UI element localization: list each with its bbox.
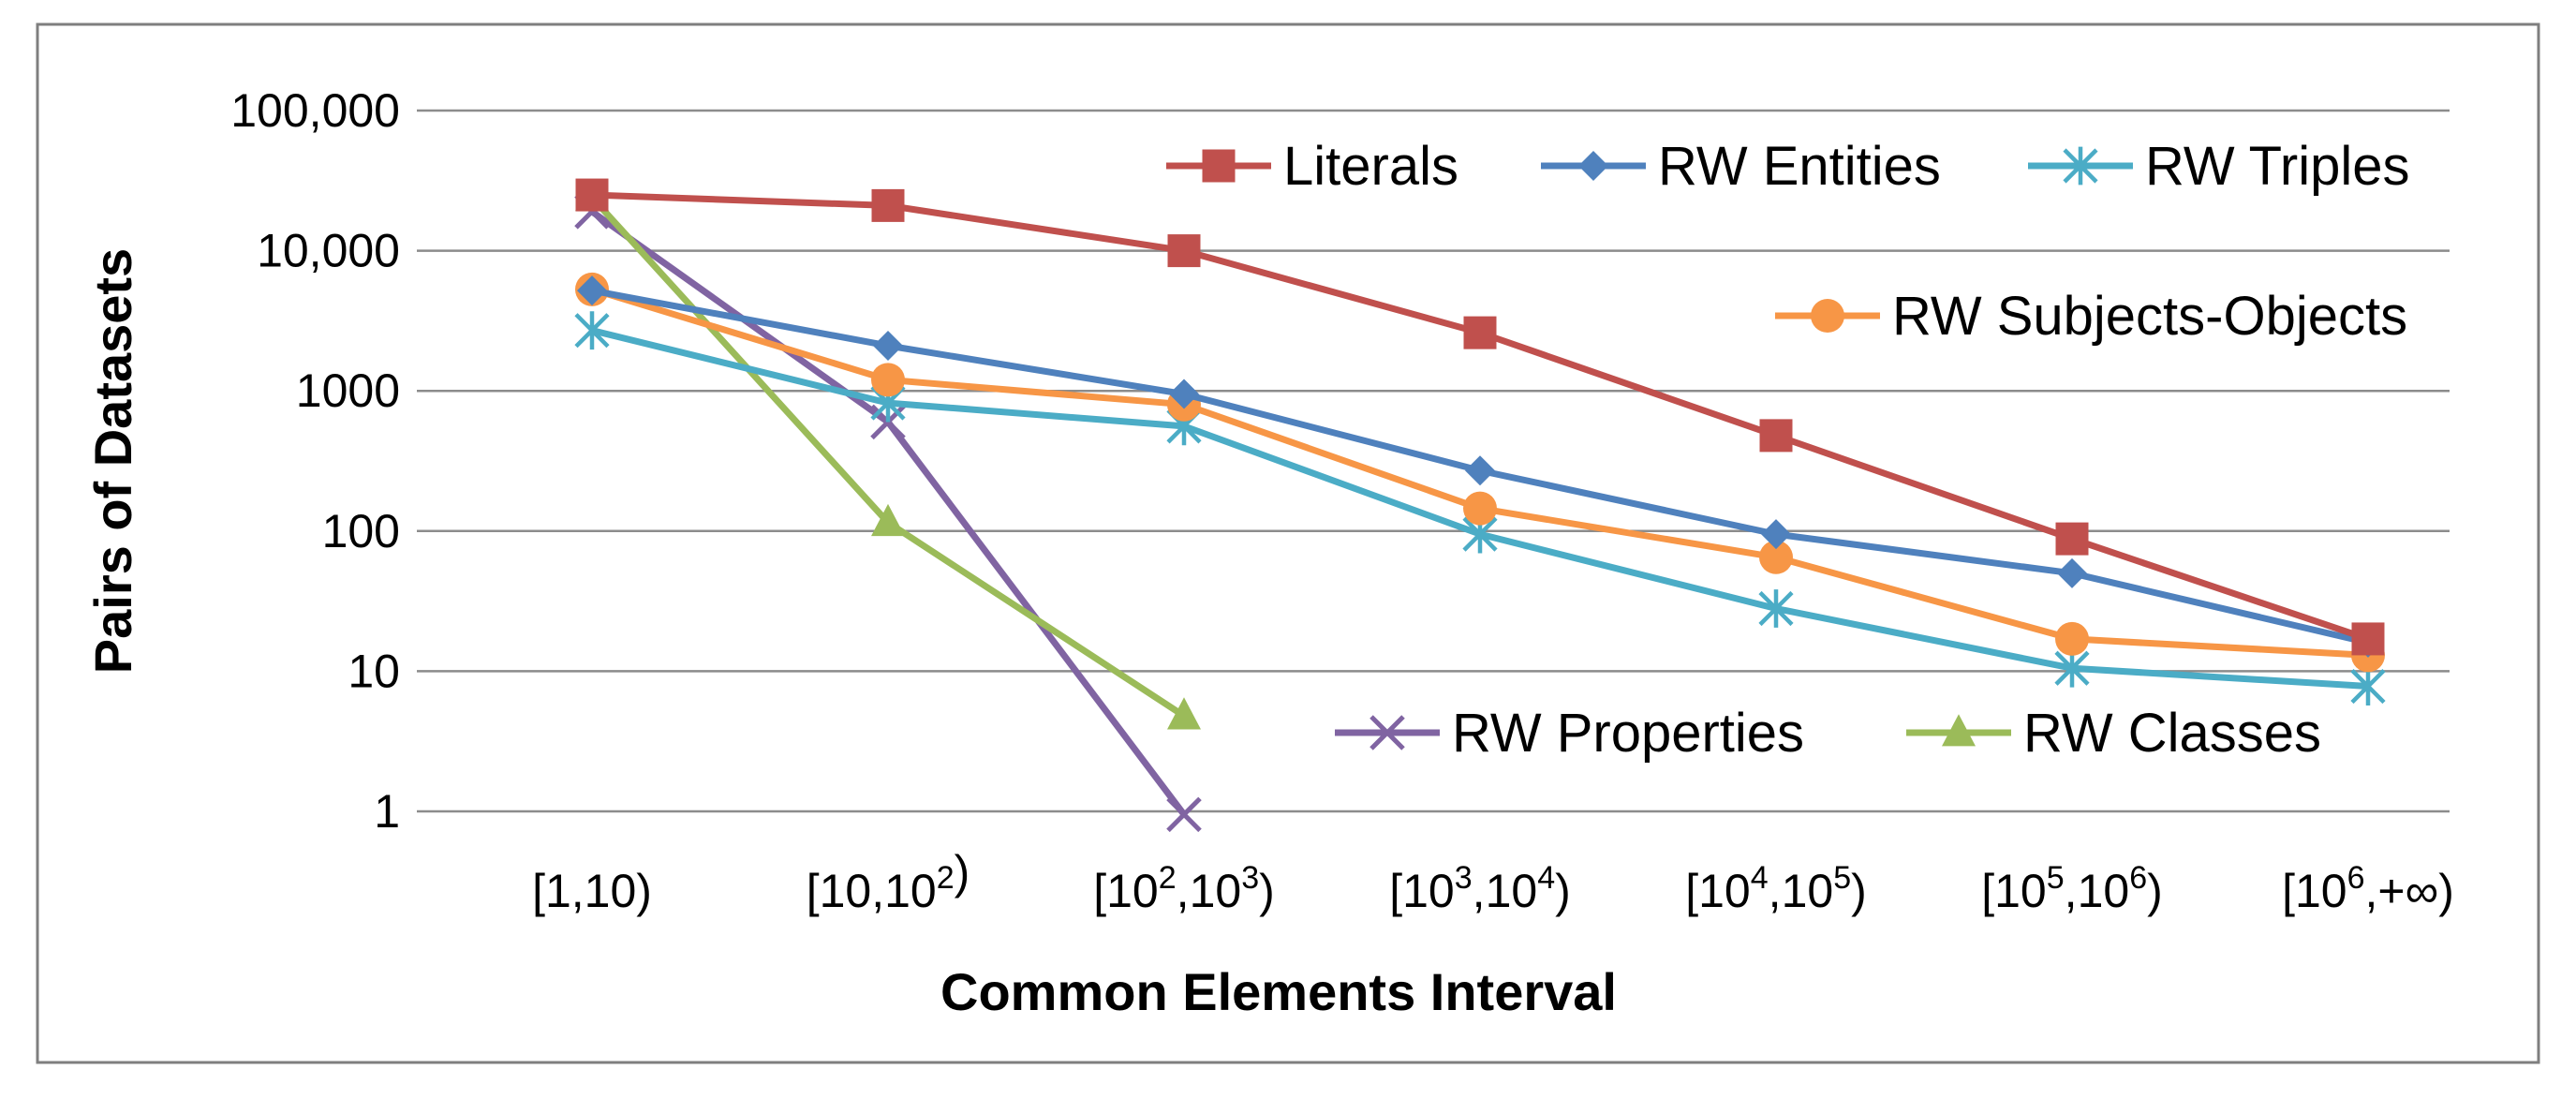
legend-label: RW Classes: [2023, 703, 2321, 764]
data-point-square: [575, 178, 609, 212]
data-point-triangle: [871, 503, 905, 537]
series-literals: [575, 178, 2385, 656]
data-point-circle: [2055, 621, 2089, 656]
data-point-asterisk: [2063, 146, 2098, 186]
data-point-diamond: [577, 275, 607, 306]
data-point-diamond: [1465, 455, 1495, 486]
x-tick-label: [104,105): [1685, 860, 1867, 917]
data-point-asterisk: [2350, 667, 2386, 705]
legend-label: RW Subjects-Objects: [1892, 286, 2407, 347]
data-point-asterisk: [574, 311, 610, 350]
data-point-circle: [1811, 299, 1844, 333]
data-point-diamond: [873, 330, 903, 361]
data-point-circle: [871, 363, 905, 397]
x-axis-title: Common Elements Interval: [940, 962, 1617, 1021]
y-tick-label: 100: [322, 505, 400, 557]
y-tick-label: 1: [374, 785, 400, 838]
x-tick-label: [103,104): [1389, 860, 1571, 917]
series-rw-entities: [577, 275, 2383, 658]
legend-label: RW Triples: [2145, 136, 2410, 197]
legend-entry: RW Subjects-Objects: [1775, 286, 2407, 347]
x-tick-label: [106,+∞): [2282, 860, 2454, 917]
y-axis-title: Pairs of Datasets: [83, 248, 142, 674]
x-tick-label: [102,103): [1093, 860, 1275, 917]
legend-entry: RW Properties: [1335, 703, 1804, 764]
data-point-square: [871, 188, 905, 222]
data-point-circle: [1463, 491, 1497, 526]
data-point-x: [1369, 715, 1405, 750]
data-point-triangle: [1942, 714, 1976, 747]
legend-label: RW Entities: [1658, 136, 1941, 197]
data-point-diamond: [1578, 151, 1608, 181]
data-point-square: [1463, 316, 1497, 349]
data-point-diamond: [1761, 519, 1791, 550]
legend-entry: Literals: [1166, 136, 1458, 197]
legend-entry: RW Entities: [1541, 136, 1941, 197]
data-point-asterisk: [1758, 589, 1794, 628]
x-tick-label: [105,106): [1981, 860, 2163, 917]
data-point-x: [1166, 796, 1202, 833]
legend-label: Literals: [1283, 136, 1458, 197]
data-point-square: [1202, 149, 1236, 183]
data-point-square: [2351, 622, 2385, 656]
y-tick-label: 10: [348, 645, 400, 697]
legend-entry: RW Classes: [1906, 703, 2321, 764]
data-point-circle: [1759, 540, 1793, 574]
y-tick-label: 1000: [296, 364, 400, 417]
y-tick-label: 100,000: [230, 84, 400, 137]
chart-border: [36, 22, 2540, 1064]
data-point-triangle: [1167, 697, 1201, 730]
data-point-square: [1759, 419, 1793, 453]
data-point-diamond: [2057, 557, 2087, 588]
legend-label: RW Properties: [1452, 703, 1804, 764]
legend-entry: RW Triples: [2028, 136, 2410, 197]
data-point-square: [2055, 522, 2089, 556]
y-tick-label: 10,000: [257, 225, 400, 277]
data-point-diamond: [1169, 379, 1199, 409]
series-rw-triples: [574, 311, 2386, 705]
x-tick-label: [1,10): [532, 865, 652, 917]
data-point-square: [1167, 234, 1201, 268]
x-tick-label: [10,102): [807, 846, 970, 917]
